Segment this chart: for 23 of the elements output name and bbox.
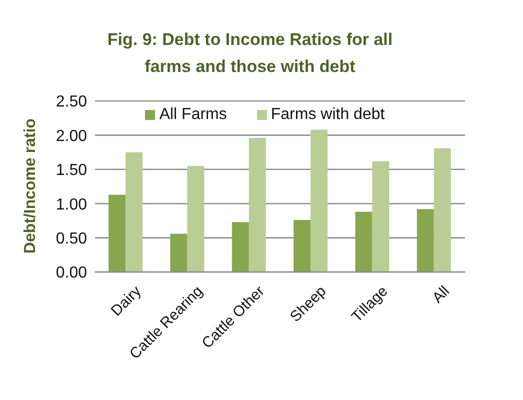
bar — [187, 166, 204, 272]
bar — [248, 138, 266, 272]
bar — [294, 220, 311, 272]
y-tick-label: 1.50 — [56, 162, 88, 180]
bar — [416, 209, 434, 272]
chart-title: Fig. 9: Debt to Income Ratios for all farms and those with debt — [106, 29, 394, 78]
y-tick-label: 0.50 — [56, 230, 88, 248]
legend-label: Farms with debt — [270, 106, 385, 123]
bar — [310, 130, 328, 272]
bar — [355, 212, 372, 272]
bar — [372, 161, 390, 272]
y-axis-title: Debt/Income ratio — [21, 117, 40, 256]
legend-label: All Farms — [159, 106, 227, 123]
bar — [434, 148, 451, 272]
y-tick-label: 2.50 — [56, 94, 88, 111]
x-tick-label: All — [429, 282, 453, 307]
bar — [126, 152, 143, 272]
y-tick-label: 0.00 — [56, 264, 88, 282]
y-tick-label: 1.00 — [56, 196, 88, 214]
bar — [108, 194, 126, 272]
bar — [232, 222, 249, 272]
bar — [170, 234, 188, 272]
y-tick-label: 2.00 — [56, 128, 88, 145]
